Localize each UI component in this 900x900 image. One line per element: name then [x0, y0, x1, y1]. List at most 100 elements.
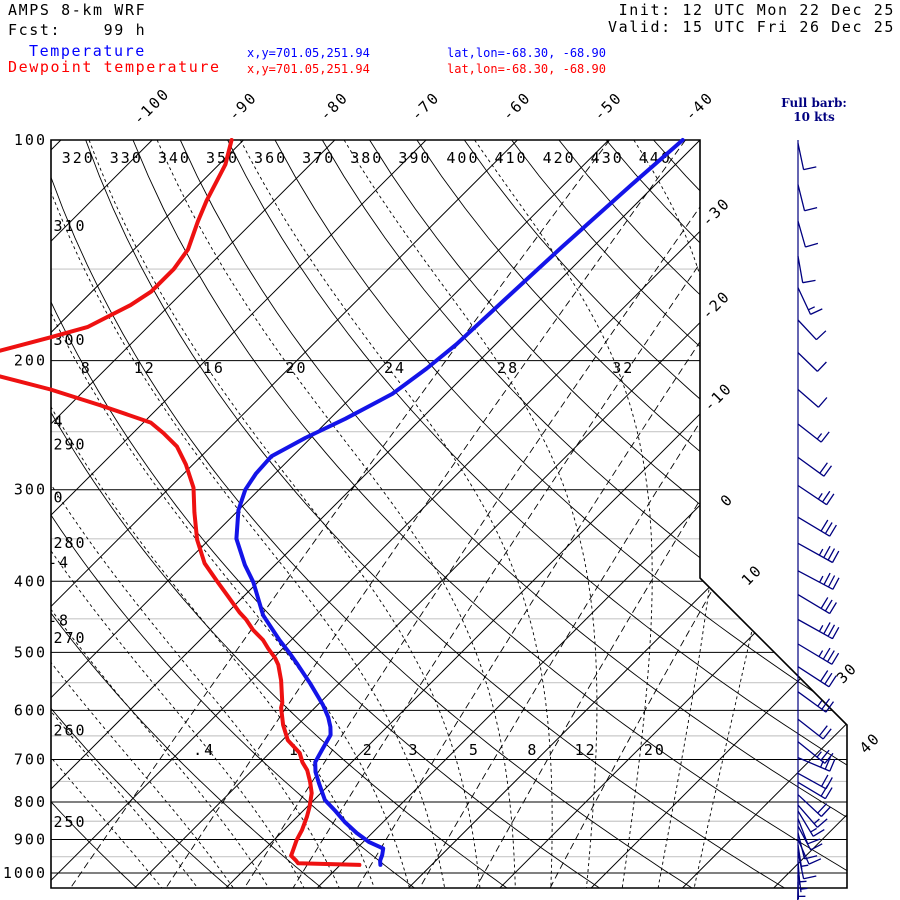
isotherm-top-label: -70	[407, 88, 443, 124]
dry-adiabat-label: 430	[591, 149, 624, 167]
wind-barbs	[797, 140, 840, 900]
moist-adiabat-label: 12	[134, 359, 156, 377]
wind-barb	[797, 781, 833, 800]
wind-barb-legend: Full barb: 10 kts	[768, 96, 860, 124]
pressure-label: 500	[14, 643, 47, 661]
wind-barb	[797, 804, 828, 828]
isotherm-top-label: -60	[499, 88, 535, 124]
isotherm-right-label: -10	[700, 379, 736, 415]
dry-adiabat-label: 380	[350, 149, 383, 167]
pressure-label: 1000	[3, 864, 47, 882]
wind-barb	[797, 810, 825, 837]
moist-adiabat-label: 16	[203, 359, 225, 377]
wind-barb	[797, 794, 831, 817]
wind-barb	[797, 484, 835, 506]
legend-dewpoint-latlon: lat,lon=-68.30, -68.90	[447, 62, 606, 76]
wind-barb	[797, 143, 817, 171]
dry-adiabat-left-label: 280	[53, 534, 86, 552]
wind-barb	[797, 881, 799, 900]
dry-adiabat-label: 390	[398, 149, 431, 167]
dry-adiabat-label: 420	[543, 149, 576, 167]
wind-barb	[797, 287, 823, 315]
mixing-ratio-label: 5	[469, 741, 480, 759]
mixing-ratio-label: 1	[289, 741, 300, 759]
legend-dewpoint-xy: x,y=701.05,251.94	[247, 62, 370, 76]
dewpoint-curve	[0, 138, 362, 867]
isotherm-right-label: 40	[856, 729, 884, 757]
legend-temperature-label: Temperature	[29, 42, 146, 60]
moist-adiabat-label: 20	[285, 359, 307, 377]
legend-dewpoint-label: Dewpoint temperature	[8, 58, 221, 76]
init-time-label: Init: 12 UTC Mon 22 Dec 25	[618, 1, 895, 19]
mixing-ratio-label: .4	[193, 741, 215, 759]
wind-barb	[797, 618, 840, 640]
wind-barb	[797, 839, 822, 865]
wind-barb-legend-line2: 10 kts	[793, 110, 835, 124]
pressure-label: 800	[14, 793, 47, 811]
isotherm-top-label: -50	[590, 88, 626, 124]
dry-adiabat-label: 400	[446, 149, 479, 167]
moist-adiabat-left-label: 4	[53, 412, 64, 430]
wind-barb	[797, 319, 827, 341]
wind-barb	[797, 594, 837, 615]
dry-adiabat-label: 360	[254, 149, 287, 167]
wind-barb	[797, 352, 827, 372]
temperature-curve	[234, 138, 685, 867]
wind-barb	[797, 666, 837, 688]
wind-barb	[797, 220, 819, 248]
isotherm-right-label: -20	[698, 287, 734, 323]
wind-barb-legend-line1: Full barb:	[781, 96, 847, 110]
isotherm-right-label: -30	[698, 194, 734, 230]
sounding-curves	[0, 138, 685, 867]
legend-temperature-xy: x,y=701.05,251.94	[247, 46, 370, 60]
isotherms	[51, 140, 847, 888]
wind-barb	[797, 184, 818, 212]
dry-adiabat-label: 350	[206, 149, 239, 167]
wind-barb	[797, 542, 840, 564]
dry-adiabat-label: 330	[110, 149, 143, 167]
wind-barb	[797, 643, 840, 665]
legend-temperature-latlon: lat,lon=-68.30, -68.90	[447, 46, 606, 60]
isotherm-top-label: -100	[130, 84, 174, 128]
dry-adiabat-label: 320	[62, 149, 95, 167]
wind-barb	[797, 741, 834, 764]
dry-adiabat-left-label: 260	[53, 722, 86, 740]
wind-barb	[797, 818, 821, 845]
isotherm-top-label: -90	[225, 88, 261, 124]
wind-barb	[797, 718, 832, 740]
plot-area	[51, 140, 847, 888]
isotherm-top-label: -80	[316, 88, 352, 124]
isobars-minor	[51, 268, 847, 858]
moist-adiabat-left-label: 0	[53, 488, 64, 506]
moist-adiabat-label: 8	[81, 359, 92, 377]
isotherm-top-label: -40	[681, 88, 717, 124]
pressure-label: 900	[14, 830, 47, 848]
isotherm-right-label: 30	[833, 659, 861, 687]
forecast-hour-label: Fcst: 99 h	[8, 21, 147, 39]
moist-adiabat-left-label: -4	[48, 554, 70, 572]
moist-adiabat-left-label: -8	[48, 611, 70, 629]
wind-barb	[797, 691, 835, 713]
dry-adiabat-left-label: 290	[53, 435, 86, 453]
dry-adiabat-label: 440	[639, 149, 672, 167]
pressure-label: 700	[14, 750, 47, 768]
wind-barb	[797, 456, 833, 477]
pressure-label: 100	[14, 131, 47, 149]
valid-time-label: Valid: 15 UTC Fri 26 Dec 25	[607, 18, 895, 36]
mixing-ratio-label: 20	[644, 741, 666, 759]
wind-barb	[797, 389, 828, 408]
wind-barb	[797, 756, 836, 772]
pressure-label: 400	[14, 572, 47, 590]
mixing-ratio-label: 8	[527, 741, 538, 759]
moist-adiabat-label: 32	[612, 359, 634, 377]
dry-adiabat-left-label: 250	[53, 813, 86, 831]
pressure-label: 300	[14, 481, 47, 499]
wind-barb	[797, 867, 808, 893]
dry-adiabat-label: 370	[302, 149, 335, 167]
isotherm-right-label: 0	[717, 490, 738, 511]
pressure-label: 200	[14, 352, 47, 370]
wind-barb	[797, 570, 840, 590]
dry-adiabat-left-label: 270	[53, 629, 86, 647]
